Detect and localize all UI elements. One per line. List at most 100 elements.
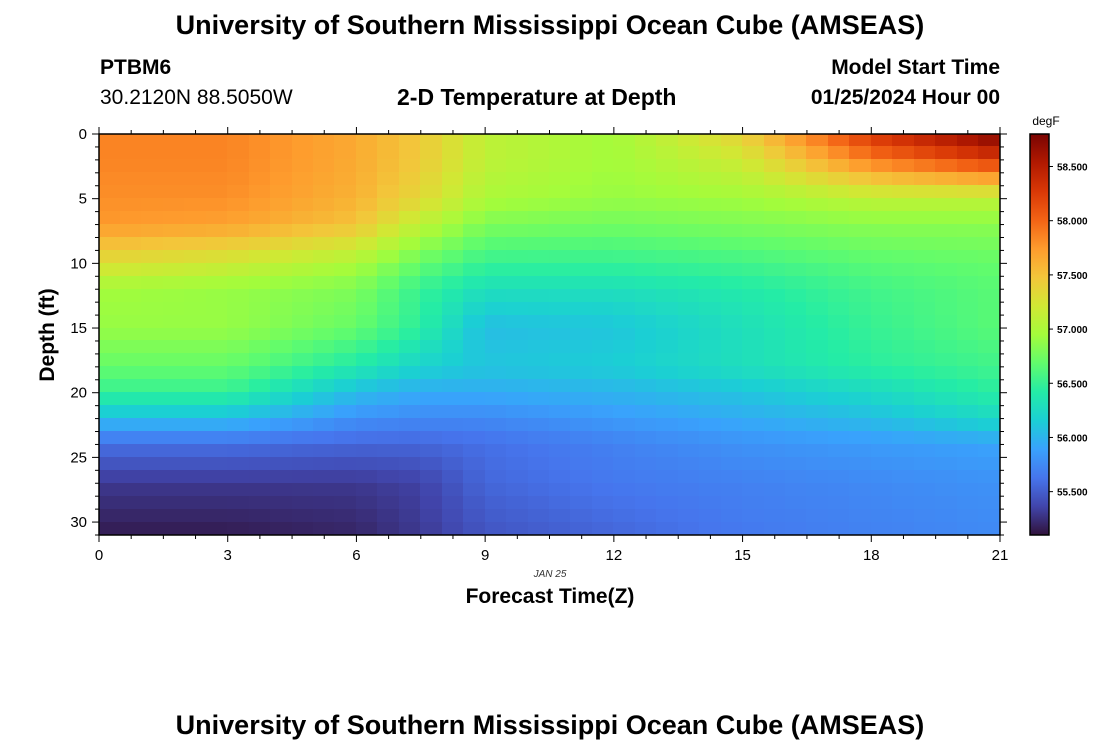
heatmap-cell — [528, 470, 551, 485]
heatmap-cell — [399, 134, 422, 148]
heatmap-cell — [785, 457, 808, 472]
heatmap-cell — [871, 263, 894, 278]
heatmap-cell — [313, 353, 336, 368]
heatmap-cell — [356, 237, 379, 252]
heatmap-cell — [849, 263, 873, 278]
heatmap-cell — [206, 263, 229, 278]
heatmap-cell — [785, 444, 808, 459]
heatmap-cell — [828, 237, 851, 252]
heatmap-cell — [935, 509, 959, 524]
heatmap-cell — [270, 522, 294, 536]
heatmap-cell — [570, 289, 594, 304]
heatmap-cell — [806, 185, 830, 200]
heatmap-cell — [356, 302, 379, 317]
heatmap-cell — [764, 431, 787, 446]
heatmap-cell — [785, 159, 808, 174]
heatmap-cell — [570, 211, 594, 226]
heatmap-cell — [442, 366, 465, 381]
heatmap-cell — [785, 172, 808, 187]
heatmap-cell — [334, 185, 358, 200]
heatmap-cell — [120, 211, 143, 226]
heatmap-cell — [828, 444, 851, 459]
heatmap-cell — [549, 496, 572, 511]
heatmap-cell — [613, 289, 637, 304]
heatmap-cell — [334, 146, 358, 161]
heatmap-cell — [613, 444, 637, 459]
heatmap-cell — [656, 315, 680, 330]
heatmap-cell — [613, 250, 637, 265]
heatmap-cell — [570, 237, 594, 252]
heatmap-cell — [163, 444, 186, 459]
heatmap-cell — [399, 289, 422, 304]
heatmap-cell — [270, 470, 294, 485]
heatmap-cell — [678, 392, 701, 407]
heatmap-cell — [570, 457, 594, 472]
heatmap-cell — [313, 237, 336, 252]
heatmap-cell — [849, 185, 873, 200]
y-tick-labels: 0 5 10 15 20 25 30 — [70, 126, 87, 531]
heatmap-cell — [764, 470, 787, 485]
heatmap-cell — [292, 366, 315, 381]
heatmap-cell — [463, 457, 487, 472]
heatmap-cell — [699, 134, 723, 148]
heatmap-cell — [377, 392, 401, 407]
heatmap-cell — [785, 315, 808, 330]
heatmap-cell — [463, 250, 487, 265]
heatmap-cell — [420, 263, 444, 278]
heatmap-cell — [377, 276, 401, 291]
heatmap-cell — [249, 134, 272, 148]
heatmap-cell — [442, 172, 465, 187]
heatmap-cell — [957, 315, 980, 330]
heatmap-cell — [871, 289, 894, 304]
x-tick-label: 9 — [481, 547, 489, 564]
heatmap-cell — [334, 405, 358, 420]
heatmap-cell — [828, 405, 851, 420]
heatmap-cell — [785, 366, 808, 381]
heatmap-cell — [699, 237, 723, 252]
heatmap-cell — [549, 159, 572, 174]
heatmap-cell — [871, 224, 894, 239]
heatmap-cell — [442, 444, 465, 459]
heatmap-cell — [227, 405, 251, 420]
heatmap-cell — [99, 483, 122, 498]
heatmap-cell — [377, 418, 401, 433]
heatmap-cell — [485, 146, 508, 161]
heatmap-cell — [334, 198, 358, 213]
heatmap-cell — [742, 198, 766, 213]
heatmap-cell — [785, 431, 808, 446]
heatmap-cell — [699, 509, 723, 524]
heatmap-cell — [785, 224, 808, 239]
heatmap-cell — [485, 392, 508, 407]
heatmap-cell — [292, 263, 315, 278]
heatmap-cell — [420, 276, 444, 291]
heatmap-cell — [892, 159, 916, 174]
heatmap-cell — [721, 276, 744, 291]
heatmap-cell — [227, 211, 251, 226]
heatmap-cell — [506, 522, 530, 536]
heatmap-cell — [334, 470, 358, 485]
heatmap-cell — [227, 250, 251, 265]
heatmap-cell — [635, 328, 658, 342]
heatmap-cell — [528, 366, 551, 381]
heatmap-cell — [978, 237, 1001, 252]
heatmap-cell — [270, 509, 294, 524]
heatmap-cell — [656, 431, 680, 446]
heatmap-cell — [785, 146, 808, 161]
heatmap-cell — [528, 134, 551, 148]
heatmap-cell — [227, 134, 251, 148]
heatmap-cell — [334, 366, 358, 381]
heatmap-cell — [957, 185, 980, 200]
heatmap-cell — [442, 134, 465, 148]
heatmap-cell — [399, 250, 422, 265]
heatmap-cell — [721, 366, 744, 381]
heatmap-cell — [549, 134, 572, 148]
heatmap-cell — [334, 302, 358, 317]
heatmap-cell — [163, 263, 186, 278]
heatmap-cell — [463, 509, 487, 524]
heatmap-cell — [656, 237, 680, 252]
heatmap-cell — [227, 379, 251, 394]
heatmap-cell — [485, 172, 508, 187]
heatmap-cell — [163, 134, 186, 148]
colorbar-tick-label: 56.000 — [1057, 433, 1088, 444]
heatmap-cell — [742, 315, 766, 330]
